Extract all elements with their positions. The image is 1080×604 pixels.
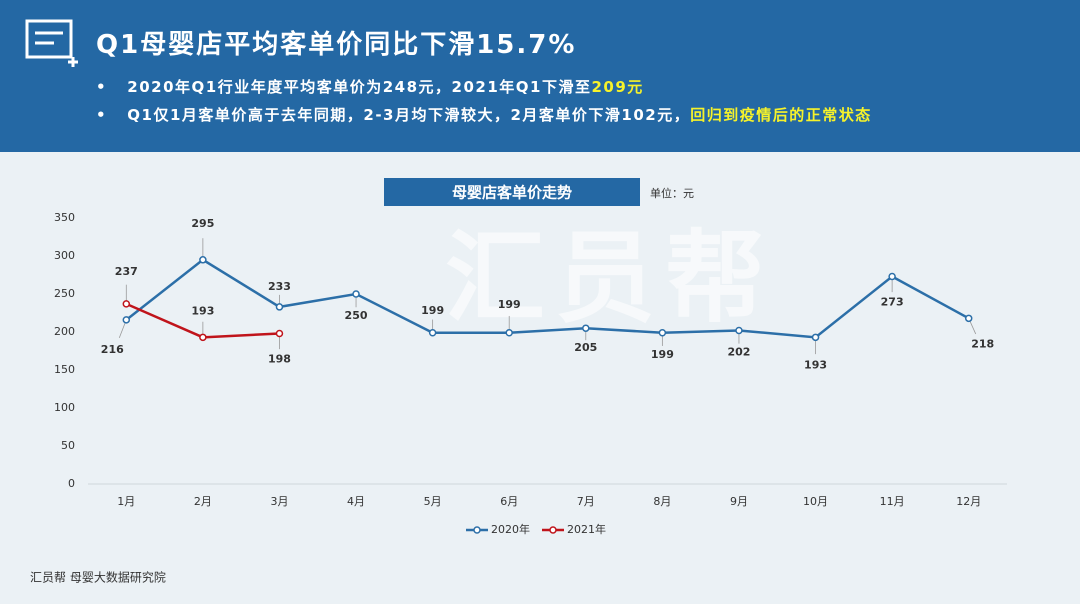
chart-title-box (384, 178, 640, 206)
data-label: 205 (574, 341, 597, 354)
point (735, 326, 743, 335)
data-label: 199 (651, 348, 674, 361)
bullet: • 2020年Q1行业年度平均客单价为248元，2021年Q1下滑至209元 (96, 78, 644, 96)
y-tick-label: 0 (68, 477, 75, 490)
point (199, 333, 207, 342)
header: Q1母婴店平均客单价同比下滑15.7% • 2020年Q1行业年度平均客单价为2… (0, 0, 1080, 152)
legend-marker (549, 526, 557, 534)
x-tick-label: 5月 (424, 495, 442, 508)
point (888, 272, 896, 281)
data-label: 295 (191, 217, 214, 230)
y-tick-label: 300 (54, 249, 75, 262)
point (352, 290, 360, 298)
unit: 单位：元 (650, 186, 694, 200)
x-tick-label: 4月 (347, 495, 365, 508)
bullet-text: 2020年Q1行业年度平均客单价为248元，2021年Q1下滑至 (127, 78, 592, 96)
point (964, 314, 973, 323)
bullet-highlight: 209元 (591, 78, 644, 96)
point (811, 333, 820, 342)
data-label: 237 (115, 265, 138, 278)
data-label: 273 (881, 296, 904, 309)
x-tick-label: 7月 (577, 495, 595, 508)
x-tick-label: 1月 (117, 495, 135, 508)
icon (25, 19, 78, 67)
watermark: 汇员帮 (445, 219, 775, 336)
chart-title: 母婴店客单价走势 (452, 184, 572, 202)
data-label: 199 (498, 298, 521, 311)
data-label: 193 (191, 304, 214, 317)
data-label: 218 (971, 337, 994, 350)
point (658, 329, 667, 337)
point (122, 316, 131, 324)
point (199, 256, 207, 264)
data-label: 216 (101, 343, 124, 356)
data-label: 202 (727, 345, 750, 358)
point (582, 324, 590, 332)
legend-marker (473, 526, 481, 534)
point (275, 329, 284, 338)
point (122, 300, 131, 308)
x-tick-label: 10月 (803, 495, 828, 508)
x-tick-label: 6月 (500, 495, 518, 508)
x-tick-label: 8月 (653, 495, 671, 508)
footer: 汇员帮 母婴大数据研究院 (30, 570, 166, 585)
x-tick-label: 11月 (880, 495, 905, 508)
title: Q1母婴店平均客单价同比下滑15.7% (96, 30, 577, 60)
bullet-text: Q1仅1月客单价高于去年同期，2-3月均下滑较大，2月客单价下滑102元， (127, 106, 691, 124)
bullet-highlight: 回归到疫情后的正常状态 (690, 106, 872, 124)
data-label: 233 (268, 280, 291, 293)
point (428, 329, 437, 337)
x-tick-label: 12月 (956, 495, 981, 508)
y-tick-label: 350 (54, 211, 75, 224)
point (275, 303, 284, 311)
y-tick-label: 100 (54, 401, 75, 414)
legend-label: 2021年 (567, 522, 606, 536)
y-tick-label: 200 (54, 325, 75, 338)
x-tick-label: 2月 (194, 495, 212, 508)
data-label: 250 (345, 309, 368, 322)
data-label: 199 (421, 304, 444, 317)
line (125, 258, 970, 339)
x-tick-label: 3月 (270, 495, 288, 508)
y-tick-label: 50 (61, 439, 75, 452)
data-label: 193 (804, 358, 827, 371)
legend-label: 2020年 (491, 522, 530, 536)
y-tick-label: 150 (54, 363, 75, 376)
bullet: • Q1仅1月客单价高于去年同期，2-3月均下滑较大，2月客单价下滑102元，回… (96, 106, 872, 124)
x-tick-label: 9月 (730, 495, 748, 508)
y-tick-label: 250 (54, 287, 75, 300)
point (505, 329, 513, 337)
data-label: 198 (268, 353, 291, 366)
